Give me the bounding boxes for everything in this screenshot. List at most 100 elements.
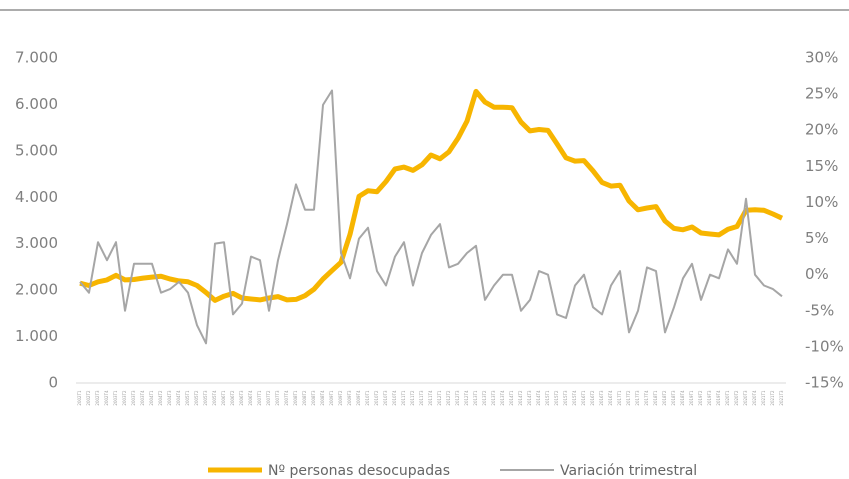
legend-label: Nº personas desocupadas (268, 463, 450, 479)
x-tick-label: 2013T1 (473, 390, 478, 406)
x-tick-label: 2013T2 (482, 390, 487, 406)
x-tick-label: 2016T2 (590, 390, 595, 406)
x-tick-label: 2014T1 (509, 390, 514, 406)
x-tick-label: 2009T4 (356, 390, 361, 406)
x-tick-label: 2014T4 (536, 390, 541, 406)
x-tick-label: 2020T1 (725, 390, 730, 406)
x-tick-label: 2012T1 (437, 390, 442, 406)
x-tick-label: 2020T2 (734, 390, 739, 406)
y-tick-label: 4.000 (15, 188, 58, 206)
y-tick-label: 6.000 (15, 95, 58, 113)
x-tick-label: 2016T4 (608, 390, 613, 406)
y2-tick-label: -15% (805, 374, 844, 392)
y-tick-label: 7.000 (15, 49, 58, 67)
y-tick-label: 5.000 (15, 141, 58, 159)
x-tick-label: 2019T2 (698, 390, 703, 406)
x-tick-label: 2011T3 (419, 390, 424, 406)
x-tick-label: 2012T3 (455, 390, 460, 406)
x-tick-label: 2007T4 (284, 390, 289, 406)
x-tick-label: 2013T3 (491, 390, 496, 406)
x-tick-label: 2006T4 (248, 390, 253, 406)
x-tick-label: 2006T1 (221, 390, 226, 406)
x-tick-label: 2005T4 (212, 390, 217, 406)
x-tick-label: 2005T1 (185, 390, 190, 406)
y-tick-label: 0 (48, 374, 58, 392)
x-tick-label: 2009T1 (329, 390, 334, 406)
x-tick-label: 2021T1 (761, 390, 766, 406)
x-tick-label: 2015T3 (563, 390, 568, 406)
x-tick-label: 2016T3 (599, 390, 604, 406)
x-tick-label: 2011T4 (428, 390, 433, 406)
y2-tick-label: 15% (805, 157, 838, 175)
x-tick-label: 2012T4 (464, 390, 469, 406)
x-tick-label: 2014T3 (527, 390, 532, 406)
x-tick-label: 2019T4 (716, 390, 721, 406)
x-tick-label: 2012T2 (446, 390, 451, 406)
series-line (79, 88, 784, 303)
x-tick-label: 2008T2 (302, 390, 307, 406)
x-tick-label: 2011T1 (401, 390, 406, 406)
x-tick-label: 2015T2 (554, 390, 559, 406)
x-tick-label: 2011T2 (410, 390, 415, 406)
x-tick-label: 2004T3 (167, 390, 172, 406)
x-tick-label: 2007T1 (257, 390, 262, 406)
x-tick-label: 2007T3 (275, 390, 280, 406)
y2-tick-label: 10% (805, 193, 838, 211)
x-tick-label: 2003T4 (140, 390, 145, 406)
x-tick-label: 2005T2 (194, 390, 199, 406)
x-tick-label: 2004T4 (176, 390, 181, 406)
x-tick-label: 2003T2 (122, 390, 127, 406)
x-tick-label: 2006T2 (230, 390, 235, 406)
x-tick-label: 2017T4 (644, 390, 649, 406)
x-tick-label: 2010T1 (365, 390, 370, 406)
y-tick-label: 1.000 (15, 327, 58, 345)
y2-tick-label: 30% (805, 49, 838, 67)
x-tick-label: 2019T3 (707, 390, 712, 406)
x-tick-label: 2003T3 (131, 390, 136, 406)
x-tick-label: 2009T2 (338, 390, 343, 406)
x-tick-label: 2018T4 (680, 390, 685, 406)
x-tick-label: 2003T1 (113, 390, 118, 406)
x-tick-label: 2018T3 (671, 390, 676, 406)
x-tick-label: 2007T2 (266, 390, 271, 406)
x-tick-label: 2018T1 (653, 390, 658, 406)
x-tick-label: 2020T3 (743, 390, 748, 406)
x-tick-label: 2015T1 (545, 390, 550, 406)
x-tick-label: 2002T2 (86, 390, 91, 406)
x-tick-label: 2016T1 (581, 390, 586, 406)
x-tick-label: 2017T3 (635, 390, 640, 406)
y2-tick-label: 5% (805, 229, 829, 247)
series-line (79, 89, 783, 345)
legend-label: Variación trimestral (560, 463, 697, 479)
y2-tick-label: -10% (805, 337, 844, 355)
x-tick-label: 2018T2 (662, 390, 667, 406)
x-tick-label: 2019T1 (689, 390, 694, 406)
y2-tick-label: -5% (805, 301, 834, 319)
x-tick-label: 2005T3 (203, 390, 208, 406)
x-tick-label: 2008T4 (320, 390, 325, 406)
x-tick-label: 2017T2 (626, 390, 631, 406)
x-tick-label: 2021T2 (770, 390, 775, 406)
x-tick-label: 2010T3 (383, 390, 388, 406)
x-tick-label: 2006T3 (239, 390, 244, 406)
x-tick-label: 2013T4 (500, 390, 505, 406)
x-tick-label: 2002T1 (77, 390, 82, 406)
x-tick-label: 2015T4 (572, 390, 577, 406)
x-tick-label: 2010T2 (374, 390, 379, 406)
x-tick-label: 2002T3 (95, 390, 100, 406)
y2-tick-label: 25% (805, 85, 838, 103)
y-tick-label: 3.000 (15, 234, 58, 252)
x-tick-label: 2017T1 (617, 390, 622, 406)
y2-tick-label: 20% (805, 121, 838, 139)
x-tick-label: 2010T4 (392, 390, 397, 406)
y-tick-label: 2.000 (15, 281, 58, 299)
x-tick-label: 2004T1 (149, 390, 154, 406)
x-tick-label: 2002T4 (104, 390, 109, 406)
x-tick-label: 2009T3 (347, 390, 352, 406)
x-tick-label: 2008T1 (293, 390, 298, 406)
x-tick-label: 2008T3 (311, 390, 316, 406)
x-tick-label: 2004T2 (158, 390, 163, 406)
y2-tick-label: 0% (805, 265, 829, 283)
x-tick-label: 2014T2 (518, 390, 523, 406)
